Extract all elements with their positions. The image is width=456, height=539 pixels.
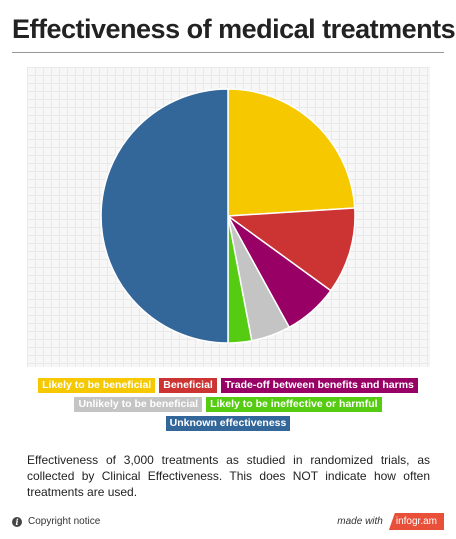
page-title: Effectiveness of medical treatments — [12, 14, 456, 44]
info-icon: i — [12, 516, 22, 527]
legend-item-unknown-effectiveness[interactable]: Unknown effectiveness — [165, 416, 291, 431]
legend-row: Unknown effectiveness — [0, 416, 456, 431]
pie-slice-unknown-effectiveness[interactable] — [100, 88, 229, 344]
chart-caption: Effectiveness of 3,000 treatments as stu… — [27, 453, 430, 499]
infogram-logo[interactable]: infogr.am — [388, 513, 444, 530]
legend-item-beneficial[interactable]: Beneficial — [159, 378, 217, 393]
made-with-badge[interactable]: made with infogr.am — [337, 513, 444, 530]
copyright-notice[interactable]: i Copyright notice — [12, 516, 100, 527]
pie-slice-likely-to-be-beneficial[interactable] — [227, 88, 356, 217]
copyright-label: Copyright notice — [28, 516, 101, 527]
chart-legend: Likely to be beneficial Beneficial Trade-o… — [0, 378, 456, 435]
made-with-label: made with — [337, 516, 383, 527]
legend-item-likely-to-be-beneficial[interactable]: Likely to be beneficial — [38, 378, 156, 393]
legend-item-likely-to-be-ineffective-or-harmful[interactable]: Likely to be ineffective or harmful — [206, 397, 382, 412]
legend-row: Unlikely to be beneficial Likely to be in… — [0, 397, 456, 412]
title-divider — [12, 52, 444, 53]
pie-slice-beneficial[interactable] — [225, 207, 356, 292]
legend-row: Likely to be beneficial Beneficial Trade-o… — [0, 378, 456, 393]
legend-item-trade-off-between-benefits-and-harms[interactable]: Trade-off between benefits and harms — [220, 378, 418, 393]
legend-item-unlikely-to-be-beneficial[interactable]: Unlikely to be beneficial — [74, 397, 203, 412]
